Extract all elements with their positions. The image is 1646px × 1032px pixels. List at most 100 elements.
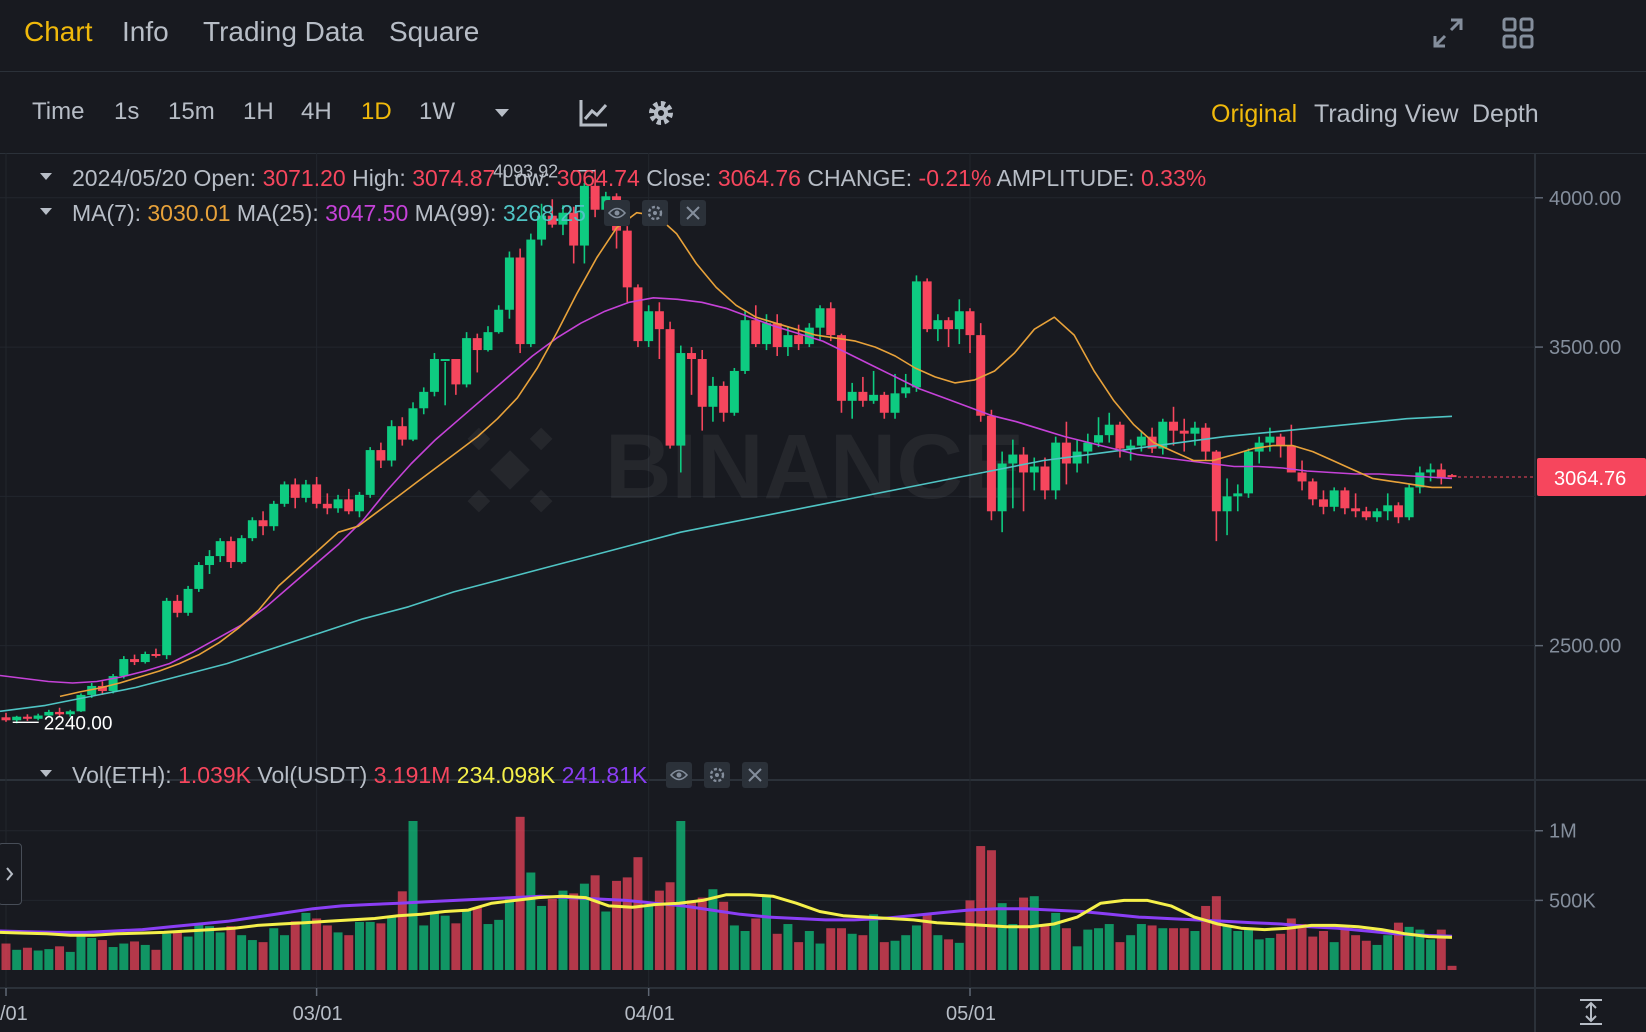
tab-square[interactable]: Square bbox=[389, 16, 480, 47]
low-label: Low: bbox=[501, 165, 551, 191]
candle-body bbox=[804, 327, 814, 345]
tab-trading-data[interactable]: Trading Data bbox=[203, 16, 364, 47]
settings-icon[interactable] bbox=[642, 199, 669, 226]
ma7-line bbox=[59, 211, 1452, 698]
resize-vertical-icon[interactable] bbox=[1580, 999, 1602, 1025]
eye-icon[interactable] bbox=[604, 199, 631, 226]
candle-body bbox=[1393, 505, 1403, 518]
indicators-icon[interactable] bbox=[576, 96, 610, 130]
volume-bar bbox=[33, 950, 43, 970]
candle-body bbox=[976, 335, 986, 416]
collapse-caret-icon[interactable] bbox=[40, 208, 52, 216]
interval-time[interactable]: Time bbox=[32, 98, 85, 125]
candle-body bbox=[1019, 454, 1029, 473]
expand-icon[interactable] bbox=[1431, 16, 1465, 50]
volume-bar bbox=[376, 923, 386, 970]
candle-body bbox=[1329, 490, 1339, 507]
close-value: 3064.76 bbox=[717, 165, 801, 191]
settings-gear-icon[interactable] bbox=[644, 96, 678, 130]
volume-bar bbox=[1104, 924, 1114, 970]
candle-body bbox=[761, 323, 771, 345]
current-price-label: 3064.76 bbox=[1554, 468, 1626, 490]
volume-bar bbox=[933, 935, 943, 970]
interval-1s[interactable]: 1s bbox=[114, 98, 140, 125]
more-intervals-dropdown-icon[interactable] bbox=[485, 96, 519, 130]
volume-bar bbox=[258, 942, 268, 970]
volume-ma1-line bbox=[0, 893, 1453, 939]
volume-bar bbox=[569, 893, 579, 970]
candle-body bbox=[1297, 472, 1307, 482]
side-panel-expand-handle[interactable] bbox=[0, 843, 22, 905]
volume-bar bbox=[1286, 918, 1296, 970]
interval-4h[interactable]: 4H bbox=[301, 98, 332, 125]
volume-bar bbox=[419, 925, 429, 970]
volume-bar bbox=[1147, 925, 1157, 970]
volume-bar bbox=[804, 931, 814, 970]
candle-body bbox=[108, 676, 118, 692]
ohlc-legend: 2024/05/20 Open: 3071.20 High: 3074.87 L… bbox=[40, 165, 1206, 192]
interval-1h[interactable]: 1H bbox=[243, 98, 274, 125]
candle-body bbox=[140, 654, 150, 663]
volume-bar bbox=[1351, 935, 1361, 970]
interval-1d[interactable]: 1D bbox=[361, 98, 392, 125]
interval-1w[interactable]: 1W bbox=[419, 98, 455, 125]
view-trading-view[interactable]: Trading View bbox=[1314, 100, 1459, 128]
candle-body bbox=[97, 685, 107, 692]
candle-body bbox=[708, 385, 718, 407]
volume-bar bbox=[1169, 928, 1179, 970]
candle-body bbox=[1276, 436, 1286, 446]
volume-bar bbox=[719, 901, 729, 970]
interval-15m[interactable]: 15m bbox=[168, 98, 215, 125]
volume-bar bbox=[761, 894, 771, 970]
price-tick-label: 2500.00 bbox=[1549, 636, 1621, 658]
collapse-caret-icon[interactable] bbox=[40, 173, 52, 181]
candle-body bbox=[258, 520, 268, 527]
volume-bar bbox=[65, 951, 75, 970]
candle-body bbox=[504, 257, 514, 310]
volume-bar bbox=[312, 918, 322, 970]
volume-bar bbox=[515, 816, 525, 970]
volume-bar bbox=[944, 939, 954, 970]
candle-body bbox=[590, 185, 600, 210]
candle-body bbox=[312, 484, 322, 504]
volume-bar bbox=[440, 915, 450, 970]
volume-bar bbox=[333, 932, 343, 970]
settings-icon[interactable] bbox=[703, 761, 730, 788]
candle-body bbox=[1211, 451, 1221, 512]
volume-bar bbox=[965, 900, 975, 970]
candle-body bbox=[183, 588, 193, 613]
close-icon[interactable] bbox=[741, 761, 768, 788]
candle-body bbox=[654, 311, 664, 330]
candle-body bbox=[387, 426, 397, 461]
view-original[interactable]: Original bbox=[1211, 100, 1298, 128]
volume-bar bbox=[1083, 929, 1093, 970]
volume-bar bbox=[344, 935, 354, 970]
candle-body bbox=[119, 659, 129, 677]
candle-body bbox=[1029, 466, 1039, 473]
candle-body bbox=[76, 694, 86, 712]
volume-bar bbox=[676, 820, 686, 970]
binance-watermark: BINANCE bbox=[467, 416, 1024, 518]
collapse-caret-icon[interactable] bbox=[40, 770, 52, 778]
grid-layout-icon[interactable] bbox=[1501, 16, 1535, 50]
candle-body bbox=[269, 503, 279, 527]
candle-body bbox=[55, 711, 65, 715]
close-icon[interactable] bbox=[680, 199, 707, 226]
volume-bar bbox=[644, 904, 654, 970]
volume-bar bbox=[365, 921, 375, 970]
candle-body bbox=[1404, 487, 1414, 518]
tab-chart[interactable]: Chart bbox=[24, 16, 93, 47]
tab-info[interactable]: Info bbox=[122, 16, 169, 47]
candle-body bbox=[451, 359, 461, 385]
volume-bar bbox=[633, 857, 643, 970]
candle-body bbox=[376, 450, 386, 461]
candle-body bbox=[1169, 421, 1179, 431]
candle-body bbox=[665, 329, 675, 446]
view-depth[interactable]: Depth bbox=[1472, 100, 1539, 128]
volume-bar bbox=[504, 897, 514, 970]
volume-bar bbox=[237, 935, 247, 970]
eye-icon[interactable] bbox=[665, 761, 692, 788]
candle-body bbox=[172, 600, 182, 613]
candle-body bbox=[1136, 436, 1146, 446]
